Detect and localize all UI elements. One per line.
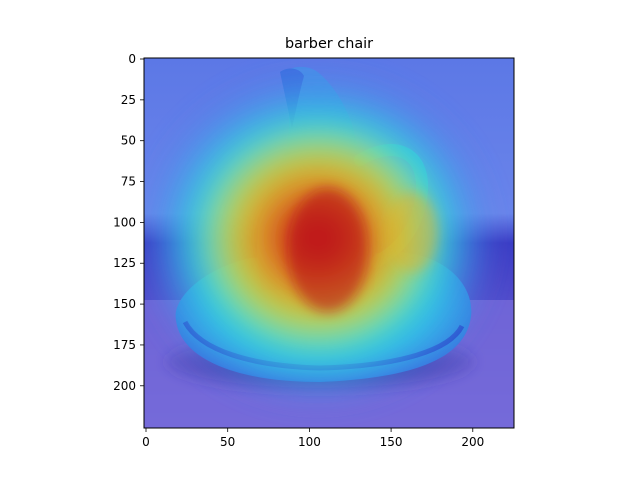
activation-handle-region xyxy=(386,192,438,272)
x-tick-label: 150 xyxy=(380,435,403,449)
heatmap-image xyxy=(144,58,514,428)
y-tick-label: 0 xyxy=(128,52,136,66)
y-tick-label: 50 xyxy=(121,134,136,148)
y-tick-label: 125 xyxy=(113,256,136,270)
y-tick-label: 25 xyxy=(121,93,136,107)
x-axis: 0 50 100 150 200 xyxy=(142,428,484,449)
activation-peak xyxy=(288,188,368,312)
y-tick-label: 175 xyxy=(113,338,136,352)
x-tick-label: 0 xyxy=(142,435,150,449)
y-tick-label: 150 xyxy=(113,297,136,311)
y-tick-label: 200 xyxy=(113,379,136,393)
x-tick-label: 100 xyxy=(298,435,321,449)
y-axis: 0 25 50 75 100 125 150 175 200 xyxy=(113,52,144,393)
y-tick-label: 75 xyxy=(121,175,136,189)
x-tick-label: 50 xyxy=(220,435,235,449)
axes-frame xyxy=(143,57,515,429)
x-tick-label: 200 xyxy=(461,435,484,449)
chart-title: barber chair xyxy=(285,36,373,52)
y-tick-label: 100 xyxy=(113,215,136,229)
